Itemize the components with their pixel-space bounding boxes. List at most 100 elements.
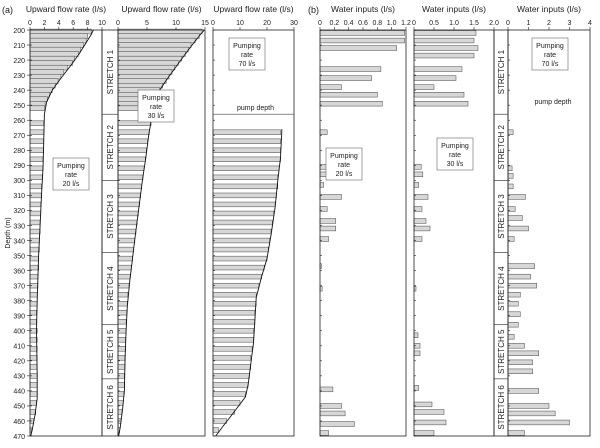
depth-tick-label: 330 <box>13 223 25 230</box>
bar <box>117 156 146 162</box>
bar <box>117 174 144 181</box>
bar <box>29 346 38 352</box>
depth-tick-label: 370 <box>13 283 25 290</box>
pumping-rate-text: 70 l/s <box>239 61 256 68</box>
bar <box>212 292 257 298</box>
pumping-rate-text: Pumping <box>330 153 358 160</box>
plot-frame <box>29 29 103 437</box>
bar <box>212 156 281 162</box>
bar <box>117 165 145 171</box>
bar <box>319 84 342 90</box>
bar <box>117 201 140 208</box>
depth-tick-label: 280 <box>13 148 25 155</box>
depth-tick-label: 350 <box>13 253 25 260</box>
depth-tick-label: 390 <box>13 314 25 321</box>
bar <box>413 182 420 188</box>
bar <box>117 82 163 89</box>
chart-panel-b3: 0 1 2 3 4 Water inputs (l/s) Pumping rate 70 l/s… <box>506 4 592 437</box>
bar <box>319 430 329 436</box>
bar <box>29 201 42 208</box>
bar <box>212 301 257 307</box>
bar <box>29 355 38 361</box>
depth-tick-label: 340 <box>13 238 25 245</box>
bar <box>29 174 43 181</box>
x-tick-label: 1.2 <box>401 20 411 27</box>
bar <box>117 138 148 144</box>
bar <box>117 264 132 271</box>
bar <box>507 225 529 232</box>
stretch-label: STRETCH 2 <box>106 125 115 170</box>
bar <box>507 403 550 409</box>
bar <box>212 264 265 271</box>
bar <box>212 282 260 289</box>
depth-tick-label: 410 <box>13 344 25 351</box>
x-tick-label: 1 <box>527 20 531 27</box>
pumping-rate-box <box>436 137 474 171</box>
bar <box>212 328 254 334</box>
depth-tick-label: 230 <box>13 73 25 80</box>
bar <box>29 96 48 102</box>
x-tick-label: 30 <box>290 20 298 27</box>
bar <box>413 225 431 232</box>
depth-axis-label: Depth (m) <box>5 217 12 248</box>
bar <box>212 409 235 415</box>
bar <box>117 37 196 44</box>
bar <box>212 400 241 406</box>
bar <box>212 174 279 181</box>
bar <box>212 273 262 280</box>
pumping-rate-text: Pumping <box>233 43 261 50</box>
depth-tick-label: 290 <box>13 163 25 170</box>
bar <box>117 51 186 57</box>
bar <box>117 400 124 406</box>
bar <box>212 427 219 433</box>
bar <box>212 382 249 388</box>
cumulative-flow-line <box>118 29 205 437</box>
bar <box>212 418 227 424</box>
bar <box>29 301 38 307</box>
bar <box>117 246 134 253</box>
depth-tick-label: 270 <box>13 133 25 140</box>
pumping-rate-box <box>52 157 90 191</box>
bar <box>507 292 521 298</box>
bar <box>319 421 355 427</box>
bar <box>29 92 50 98</box>
pumping-rate-text: Pumping <box>57 163 85 170</box>
x-tick-label: 0 <box>116 20 120 27</box>
bar <box>29 156 44 162</box>
x-tick-label: 0 <box>506 20 510 27</box>
bar <box>117 292 129 298</box>
depth-tick-label: 300 <box>13 178 25 185</box>
stretch-column: STRETCH 1 STRETCH 2 STRETCH 3 STRETCH 4 STRE… <box>493 29 509 437</box>
bar <box>413 430 435 436</box>
bar <box>117 33 200 39</box>
pump-depth-label: pump depth <box>237 105 274 112</box>
bar <box>117 319 127 325</box>
bar <box>117 64 176 71</box>
depth-tick-label: 200 <box>13 28 25 35</box>
bar <box>212 364 252 370</box>
bar <box>29 165 44 171</box>
bar <box>29 105 45 111</box>
panel-title: Upward flow rate (l/s) <box>26 4 106 14</box>
bar <box>29 55 75 62</box>
bar <box>29 364 38 370</box>
plot-area: 2002102202302402502602702802903003103203… <box>5 4 592 441</box>
bar <box>29 264 39 271</box>
bar <box>507 368 533 374</box>
bar <box>29 310 37 316</box>
panel-title: Upward flow rate (l/s) <box>213 4 293 14</box>
bar <box>413 84 435 90</box>
bar <box>29 42 84 48</box>
bar <box>117 273 131 280</box>
bar <box>319 37 405 44</box>
bar <box>117 382 125 388</box>
bar <box>117 346 126 352</box>
bar <box>212 165 280 171</box>
bar <box>413 92 465 98</box>
bar <box>117 391 125 397</box>
bar <box>212 201 276 208</box>
bar <box>29 120 44 126</box>
pumping-rate-box <box>325 147 363 181</box>
bar <box>29 46 81 53</box>
bar <box>212 346 253 352</box>
